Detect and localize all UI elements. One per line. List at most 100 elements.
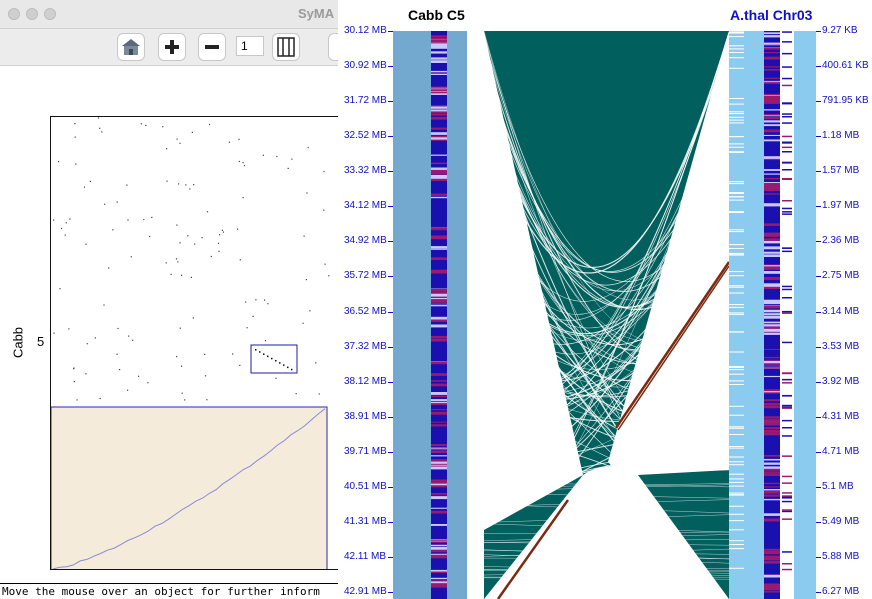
gene-band (467, 462, 484, 464)
gene-band (782, 113, 792, 115)
gene-band (764, 310, 780, 313)
gene-band (729, 151, 744, 153)
dot (58, 161, 60, 163)
left-tick-label: 31.72 MB (344, 95, 387, 107)
gene-band (467, 157, 484, 159)
gene-band (764, 513, 780, 516)
gene-band (431, 403, 447, 406)
gene-band (729, 254, 744, 256)
gene-band (764, 114, 780, 116)
right-tick-mark (816, 451, 821, 453)
gene-band (729, 384, 744, 385)
gene-band (467, 34, 484, 36)
gene-band (729, 313, 744, 315)
dot (132, 339, 134, 341)
synteny-diagonal (52, 408, 326, 569)
dot (112, 229, 114, 231)
dot (149, 235, 151, 238)
synteny-link (483, 88, 730, 342)
dot (74, 123, 76, 125)
minimize-window-button[interactable] (26, 8, 38, 20)
gene-band (467, 148, 484, 150)
gene-band (729, 136, 744, 138)
gene-band (431, 72, 447, 74)
dot (64, 234, 66, 236)
gene-band (764, 139, 780, 142)
selection-box (250, 344, 298, 374)
dot (190, 276, 192, 278)
gene-band (764, 185, 780, 188)
gene-band (764, 238, 780, 241)
gene-band (782, 162, 792, 164)
gene-band (782, 41, 792, 43)
scale-button[interactable] (272, 33, 300, 61)
dot (176, 356, 178, 358)
right-tick-label: 1.18 MB (822, 130, 860, 142)
gene-band (764, 169, 780, 171)
left-tick-mark (388, 451, 393, 453)
gene-band (729, 36, 744, 38)
synteny-link (483, 531, 730, 534)
dot (185, 184, 187, 186)
gene-band (467, 311, 484, 313)
close-window-button[interactable] (8, 8, 20, 20)
gene-band (467, 174, 484, 176)
dot (74, 136, 76, 138)
dot (263, 353, 265, 355)
gene-band (431, 485, 447, 488)
gene-band (764, 494, 780, 497)
gene-band (764, 389, 780, 392)
gene-band (467, 337, 484, 339)
right-tick-label: 2.75 MB (822, 270, 860, 282)
gene-band (764, 97, 780, 100)
ribbon-fan (484, 31, 729, 599)
dot (143, 218, 145, 221)
dot (83, 186, 86, 188)
dotplot-window: SyMA (0, 0, 338, 599)
dot (283, 364, 285, 366)
dot (232, 353, 234, 355)
dot (53, 219, 55, 221)
gene-band (729, 312, 744, 314)
gene-band (764, 518, 780, 522)
gene-band (729, 351, 744, 353)
right-tick-mark (816, 101, 821, 103)
gene-band (431, 448, 447, 450)
left-tick-label: 33.32 MB (344, 165, 387, 177)
gene-band (431, 293, 447, 297)
synteny-canvas[interactable] (338, 0, 872, 599)
synteny-link (483, 319, 730, 397)
left-tick-label: 38.91 MB (344, 410, 387, 422)
home-button[interactable] (117, 33, 145, 61)
zoom-in-button[interactable] (158, 33, 186, 61)
dot (179, 142, 181, 144)
gene-band (729, 464, 744, 466)
dot (170, 273, 172, 275)
synteny-link (483, 89, 730, 315)
dotplot[interactable] (50, 116, 338, 570)
gene-band (764, 585, 780, 588)
gene-band (431, 580, 447, 582)
dot (76, 399, 78, 401)
zoom-out-button[interactable] (198, 33, 226, 61)
gene-band (729, 461, 744, 463)
gene-band (764, 498, 780, 501)
zoom-level-field[interactable] (236, 36, 264, 56)
dot (184, 399, 186, 401)
gene-band (431, 546, 447, 550)
dotplot-canvas[interactable] (51, 117, 338, 570)
gene-band (782, 135, 792, 138)
dot (242, 197, 244, 199)
left-tick-label: 36.52 MB (344, 305, 387, 317)
dot (324, 263, 326, 265)
dot (242, 162, 244, 164)
zoom-window-button[interactable] (44, 8, 56, 20)
dot (239, 259, 241, 261)
left-track-outer (393, 31, 431, 599)
dot (218, 250, 220, 252)
gene-band (782, 372, 792, 375)
gene-band (729, 292, 744, 294)
gene-band (782, 142, 792, 144)
left-tick-mark (388, 171, 393, 173)
more-toolbar-button[interactable] (328, 33, 338, 61)
